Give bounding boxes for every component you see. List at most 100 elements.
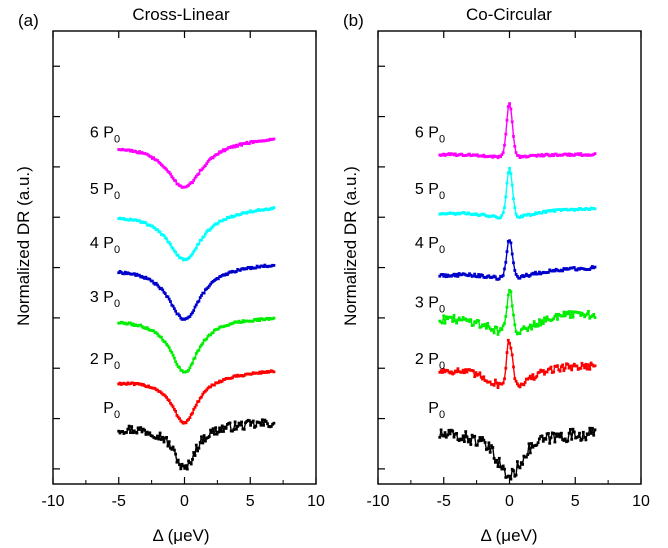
data-point bbox=[132, 272, 136, 276]
data-point bbox=[147, 432, 150, 436]
data-point bbox=[487, 274, 491, 278]
data-point bbox=[188, 315, 192, 318]
data-point bbox=[526, 329, 530, 332]
data-point bbox=[534, 325, 537, 328]
data-point bbox=[560, 431, 563, 435]
data-point bbox=[580, 311, 584, 315]
data-point bbox=[165, 436, 168, 439]
data-point bbox=[576, 435, 580, 439]
data-point bbox=[178, 463, 181, 466]
data-point bbox=[220, 149, 224, 153]
data-point bbox=[513, 144, 517, 148]
data-point bbox=[579, 314, 583, 317]
data-point bbox=[464, 430, 468, 433]
data-point bbox=[501, 464, 505, 468]
data-point bbox=[170, 447, 174, 451]
data-point bbox=[154, 281, 158, 285]
data-point bbox=[188, 255, 192, 259]
data-point bbox=[193, 356, 197, 360]
data-point bbox=[211, 156, 215, 160]
data-point bbox=[167, 297, 171, 301]
data-point bbox=[504, 366, 508, 370]
data-point bbox=[589, 432, 593, 435]
data-point bbox=[569, 316, 572, 319]
data-point bbox=[446, 433, 449, 437]
data-point bbox=[198, 441, 202, 444]
data-point bbox=[197, 242, 201, 246]
x-tick-label: 5 bbox=[246, 493, 255, 510]
data-point bbox=[211, 427, 215, 431]
data-point bbox=[496, 386, 500, 389]
data-point bbox=[249, 423, 252, 427]
data-point bbox=[469, 318, 473, 321]
data-point bbox=[510, 120, 514, 124]
data-point bbox=[167, 440, 171, 444]
data-point bbox=[521, 463, 524, 466]
panel-cross-linear: (a) Cross-Linear Δ (μeV) Normalized DR (… bbox=[14, 5, 325, 545]
data-point bbox=[174, 309, 177, 313]
data-point bbox=[512, 365, 515, 369]
data-point bbox=[184, 421, 188, 425]
data-point bbox=[557, 432, 561, 436]
data-point bbox=[166, 444, 170, 448]
data-point bbox=[490, 444, 493, 447]
data-point bbox=[188, 416, 192, 419]
series-markers bbox=[117, 137, 276, 189]
data-point bbox=[532, 320, 536, 323]
data-point bbox=[202, 291, 206, 295]
data-point bbox=[193, 248, 197, 252]
data-point bbox=[501, 211, 505, 214]
data-point bbox=[474, 321, 478, 325]
data-point bbox=[523, 381, 527, 384]
series-label: 5 P0 bbox=[90, 181, 120, 202]
data-point bbox=[501, 151, 505, 154]
data-point bbox=[535, 375, 539, 378]
data-point bbox=[593, 207, 597, 211]
data-point bbox=[587, 433, 590, 436]
data-point bbox=[156, 228, 159, 232]
chart-title: Co-Circular bbox=[466, 5, 552, 24]
data-point bbox=[272, 370, 276, 374]
data-point bbox=[547, 432, 550, 435]
data-point bbox=[455, 272, 458, 276]
data-point bbox=[571, 315, 575, 319]
data-point bbox=[233, 420, 237, 424]
data-point bbox=[496, 465, 500, 468]
data-point bbox=[132, 429, 136, 433]
data-point bbox=[194, 175, 198, 178]
data-point bbox=[235, 427, 238, 431]
data-point bbox=[216, 327, 220, 331]
data-point bbox=[138, 219, 141, 223]
data-point bbox=[452, 435, 456, 439]
data-point bbox=[548, 441, 552, 445]
data-point bbox=[248, 142, 251, 145]
data-point bbox=[567, 431, 571, 435]
data-point bbox=[473, 434, 477, 438]
x-axis-label: Δ (μeV) bbox=[480, 526, 537, 545]
data-point bbox=[127, 424, 131, 428]
data-point bbox=[567, 152, 571, 156]
data-point bbox=[530, 377, 533, 381]
data-point bbox=[516, 382, 519, 386]
series-markers bbox=[438, 239, 597, 281]
data-point bbox=[201, 167, 205, 170]
x-tick-label: 10 bbox=[632, 493, 650, 510]
data-point bbox=[475, 153, 479, 157]
data-point bbox=[492, 331, 496, 335]
data-point bbox=[584, 438, 588, 442]
data-point bbox=[158, 431, 162, 435]
data-point bbox=[578, 311, 581, 315]
series-markers bbox=[117, 369, 276, 425]
data-point bbox=[198, 345, 202, 349]
data-point bbox=[472, 274, 475, 278]
data-point bbox=[503, 467, 506, 471]
data-point bbox=[204, 439, 207, 443]
data-point bbox=[188, 366, 192, 370]
data-point bbox=[197, 172, 201, 176]
data-point bbox=[191, 311, 194, 315]
data-point bbox=[477, 439, 480, 443]
data-point bbox=[514, 273, 518, 276]
data-point bbox=[216, 430, 220, 434]
data-point bbox=[469, 443, 473, 446]
data-point bbox=[156, 283, 159, 287]
